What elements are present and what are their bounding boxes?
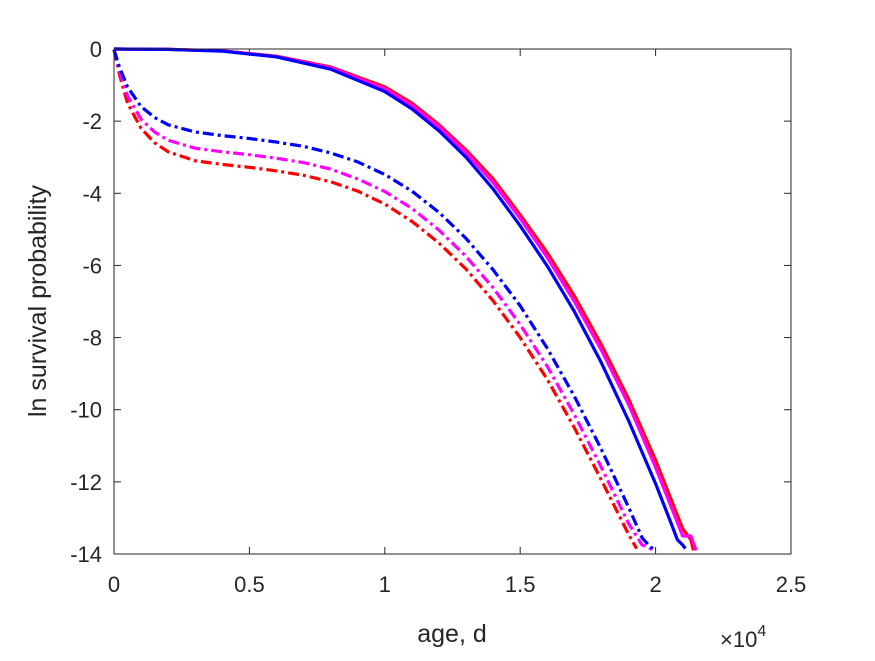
y-tick-label: -8 [82, 326, 102, 351]
y-axis-label: ln survival probability [24, 184, 52, 417]
series-lines [112, 47, 698, 552]
y-tick-label: -12 [70, 470, 102, 495]
axes: 0 0.5 1 1.5 2 2.5 0 -2 -4 -6 -8 -10 -12 -14 [70, 37, 806, 597]
x-tick-label: 2.5 [776, 572, 807, 597]
x-axis-multiplier-exponent: 4 [757, 623, 766, 640]
x-axis-label: age, d [417, 620, 487, 648]
y-tick-label: 0 [90, 37, 102, 62]
x-tick-label: 0.5 [234, 572, 265, 597]
y-tick-label: -2 [82, 109, 102, 134]
y-tick-label: -14 [70, 542, 102, 567]
x-tick-label: 2 [649, 572, 661, 597]
plot-area [114, 49, 791, 554]
y-tick-label: -4 [82, 181, 102, 206]
y-tick-label: -10 [70, 398, 102, 423]
series-line-4 [112, 49, 638, 550]
x-axis-multiplier-base: ×10 [720, 627, 757, 652]
x-axis-multiplier: ×104 [720, 623, 766, 652]
x-tick-label: 1 [379, 572, 391, 597]
series-line-3 [113, 47, 687, 550]
x-tick-label: 0 [108, 572, 120, 597]
x-tick-label: 1.5 [505, 572, 536, 597]
series-line-6 [112, 49, 657, 552]
y-tick-label: -6 [82, 253, 102, 278]
axes-box [113, 48, 792, 555]
series-line-5 [112, 49, 654, 552]
